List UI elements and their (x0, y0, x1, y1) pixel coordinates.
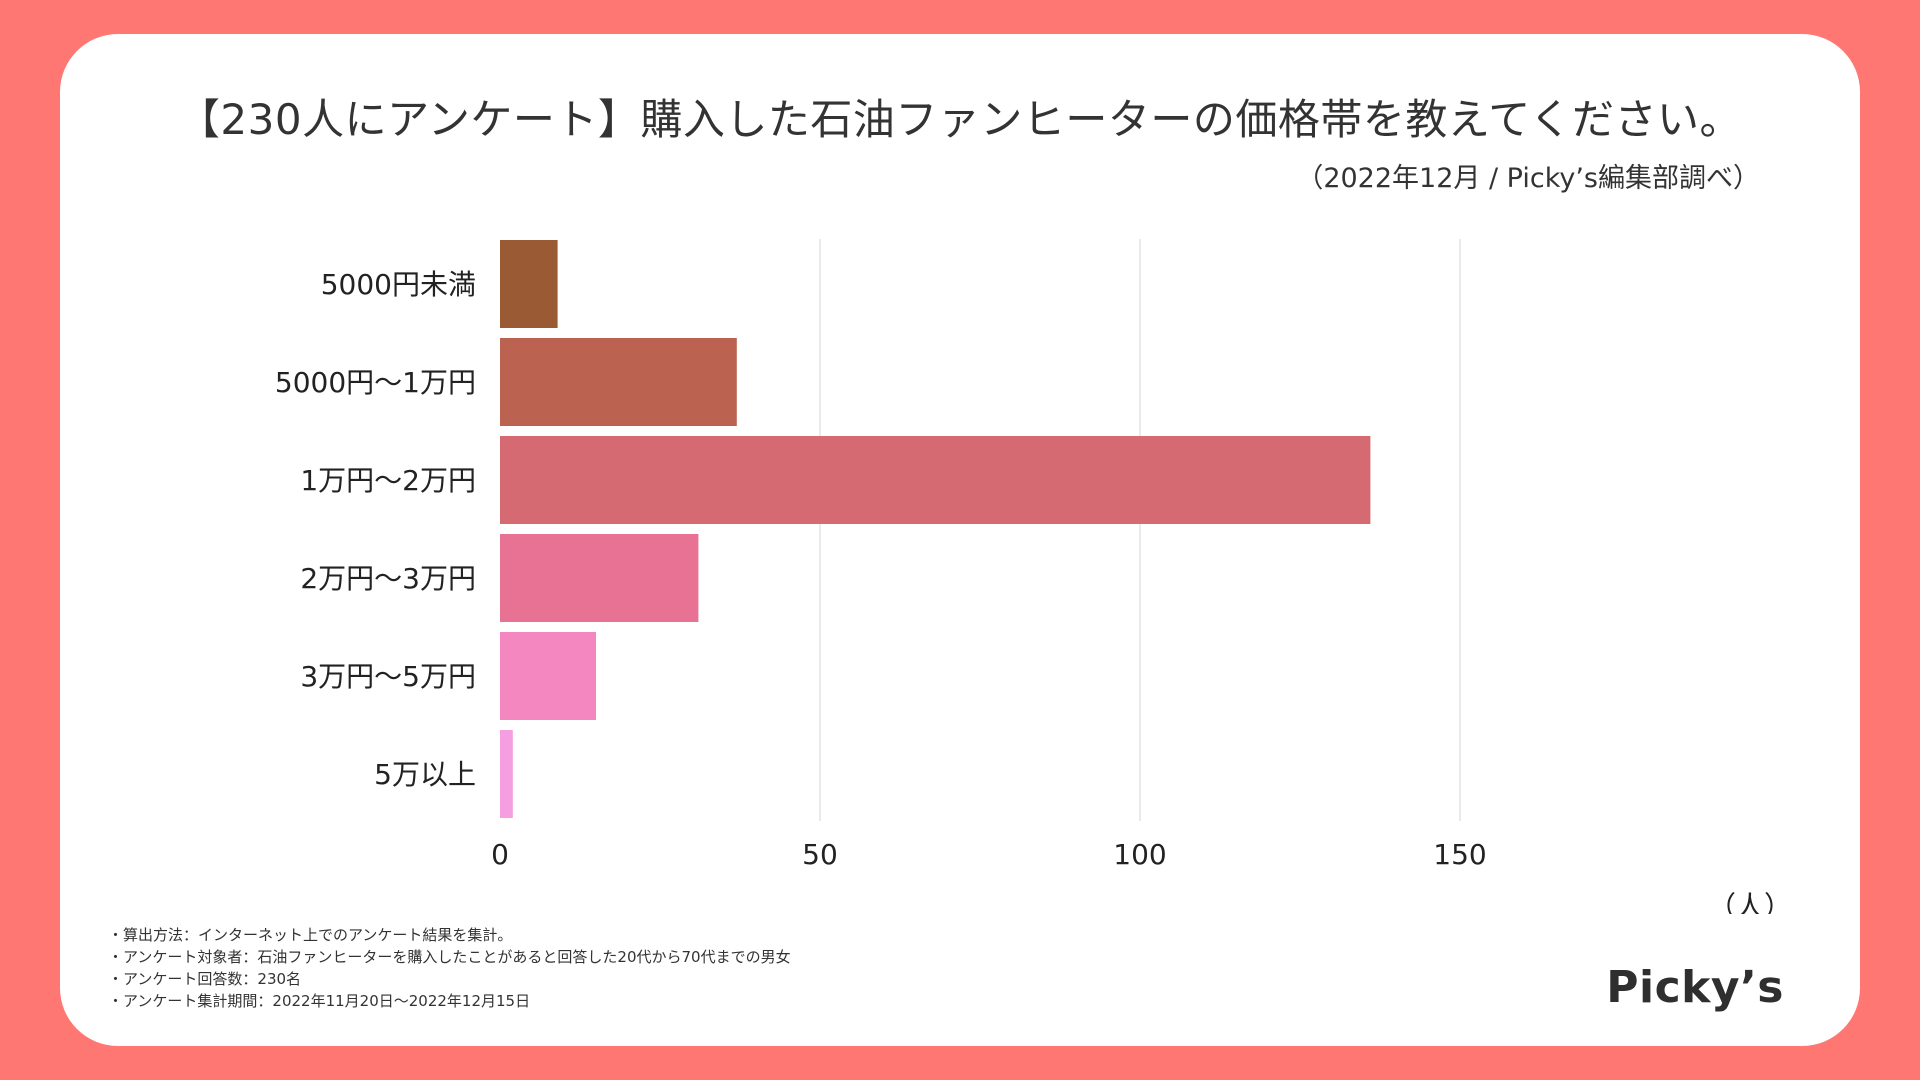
chart-card: 【230人にアンケート】購入した石油ファンヒーターの価格帯を教えてください。 （… (60, 34, 1860, 1046)
note-target: ・アンケート対象者：石油ファンヒーターを購入したことがあると回答した20代から7… (108, 948, 791, 966)
note-period: ・アンケート集計期間：2022年11月20日〜2022年12月15日 (108, 992, 531, 1010)
x-tick-label: 150 (1433, 838, 1486, 871)
chart-title: 【230人にアンケート】購入した石油ファンヒーターの価格帯を教えてください。 (177, 95, 1743, 144)
bar (500, 632, 596, 720)
bar (500, 338, 737, 426)
category-labels: 5000円未満 5000円〜1万円 1万円〜2万円 2万円〜3万円 3万円〜5万円 5万以… (275, 268, 476, 791)
note-method: ・算出方法：インターネット上でのアンケート結果を集計。 (108, 926, 513, 944)
x-axis-unit-label: （人） (1708, 890, 1792, 914)
category-label: 3万円〜5万円 (300, 660, 476, 693)
x-tick-label: 100 (1113, 838, 1166, 871)
note-count: ・アンケート回答数：230名 (108, 970, 302, 988)
bar (500, 730, 513, 818)
category-label: 1万円〜2万円 (300, 464, 476, 497)
category-label: 5000円未満 (321, 268, 476, 301)
chart-subtitle: （2022年12月 / Picky’s編集部調べ） (1296, 163, 1760, 194)
bar (500, 534, 699, 622)
bar (500, 240, 558, 328)
survey-notes: ・算出方法：インターネット上でのアンケート結果を集計。 ・アンケート対象者：石油… (108, 924, 791, 1012)
category-label: 5000円〜1万円 (275, 366, 476, 399)
brand-logo: Picky’s (1606, 962, 1784, 1013)
x-tick-label: 50 (802, 838, 838, 871)
bar-chart: 5000円未満 5000円〜1万円 1万円〜2万円 2万円〜3万円 3万円〜5万円 5万以… (275, 239, 1792, 914)
x-tick-labels: 0 50 100 150 (491, 838, 1487, 871)
bar (500, 436, 1371, 524)
category-label: 2万円〜3万円 (300, 562, 476, 595)
category-label: 5万以上 (374, 758, 476, 791)
x-tick-label: 0 (491, 838, 509, 871)
grid-lines (819, 239, 1461, 821)
bars (500, 240, 1371, 818)
